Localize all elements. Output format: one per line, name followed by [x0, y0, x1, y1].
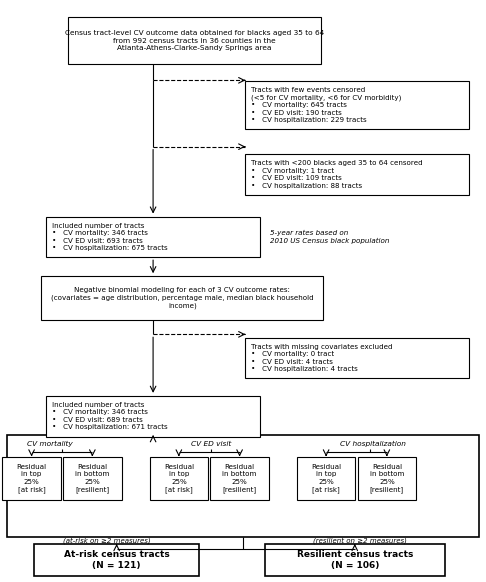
FancyBboxPatch shape: [210, 456, 269, 501]
Text: At-risk census tracts
(N = 121): At-risk census tracts (N = 121): [64, 550, 170, 570]
Text: Residual
in top
25%
[at risk]: Residual in top 25% [at risk]: [311, 464, 341, 493]
Text: Resilient census tracts
(N = 106): Resilient census tracts (N = 106): [296, 550, 413, 570]
FancyBboxPatch shape: [245, 338, 469, 378]
FancyBboxPatch shape: [297, 456, 355, 501]
FancyBboxPatch shape: [46, 217, 260, 257]
Text: Tracts with few events censored
(<5 for CV mortality, <6 for CV morbidity)
•   C: Tracts with few events censored (<5 for …: [251, 87, 401, 123]
Text: (at-risk on ≥2 measures): (at-risk on ≥2 measures): [63, 538, 151, 545]
FancyBboxPatch shape: [245, 81, 469, 129]
Text: CV ED visit: CV ED visit: [191, 441, 231, 447]
Text: Tracts with missing covariates excluded
•   CV mortality: 0 tract
•   CV ED visi: Tracts with missing covariates excluded …: [251, 344, 393, 372]
FancyBboxPatch shape: [150, 456, 208, 501]
Text: Residual
in bottom
25%
[resilient]: Residual in bottom 25% [resilient]: [223, 464, 257, 493]
Text: CV hospitalization: CV hospitalization: [340, 441, 406, 447]
Text: Included number of tracts
•   CV mortality: 346 tracts
•   CV ED visit: 693 trac: Included number of tracts • CV mortality…: [52, 223, 168, 251]
Text: Included number of tracts
•   CV mortality: 346 tracts
•   CV ED visit: 689 trac: Included number of tracts • CV mortality…: [52, 402, 168, 430]
Text: Tracts with <200 blacks aged 35 to 64 censored
•   CV mortality: 1 tract
•   CV : Tracts with <200 blacks aged 35 to 64 ce…: [251, 161, 423, 189]
FancyBboxPatch shape: [34, 544, 199, 576]
Text: 5-year rates based on
2010 US Census black population: 5-year rates based on 2010 US Census bla…: [270, 230, 389, 244]
Text: Negative binomial modeling for each of 3 CV outcome rates:
(covariates = age dis: Negative binomial modeling for each of 3…: [51, 287, 313, 309]
FancyBboxPatch shape: [68, 17, 321, 64]
FancyBboxPatch shape: [46, 396, 260, 436]
FancyBboxPatch shape: [245, 154, 469, 195]
Text: CV mortality: CV mortality: [27, 441, 72, 447]
Text: Census tract-level CV outcome data obtained for blacks aged 35 to 64
from 992 ce: Census tract-level CV outcome data obtai…: [65, 30, 324, 51]
Text: Residual
in top
25%
[at risk]: Residual in top 25% [at risk]: [164, 464, 194, 493]
FancyBboxPatch shape: [358, 456, 416, 501]
FancyBboxPatch shape: [63, 456, 122, 501]
Text: (resilient on ≥2 measures): (resilient on ≥2 measures): [312, 538, 407, 545]
Text: Residual
in bottom
25%
[resilient]: Residual in bottom 25% [resilient]: [75, 464, 109, 493]
Text: Residual
in top
25%
[at risk]: Residual in top 25% [at risk]: [17, 464, 47, 493]
Text: Residual
in bottom
25%
[resilient]: Residual in bottom 25% [resilient]: [370, 464, 404, 493]
FancyBboxPatch shape: [2, 456, 61, 501]
FancyBboxPatch shape: [41, 276, 323, 320]
FancyBboxPatch shape: [7, 435, 479, 537]
FancyBboxPatch shape: [265, 544, 445, 576]
